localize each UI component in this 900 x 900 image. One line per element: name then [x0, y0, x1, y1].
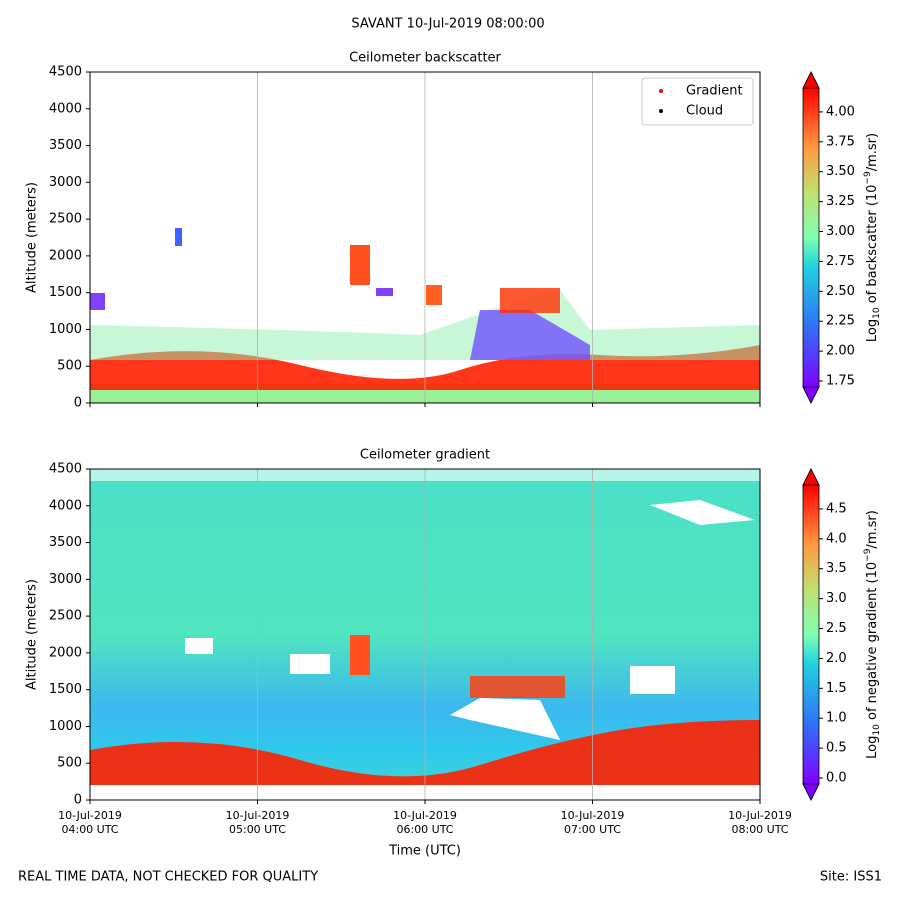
colorbar-label-part: of backscatter (10 — [865, 185, 880, 308]
y-tick-label: 0 — [74, 793, 82, 808]
x-tick-label: 10-Jul-2019 07:00 UTC — [561, 809, 625, 836]
colorbar-tick-label: 3.5 — [826, 561, 847, 576]
colorbar-label: Log10 of backscatter (10−9/m.sr) — [863, 133, 882, 342]
legend-box — [641, 77, 754, 126]
suptitle: SAVANT 10-Jul-2019 08:00:00 — [351, 17, 544, 32]
colorbar-frame — [802, 468, 820, 801]
colorbar — [803, 88, 819, 387]
colorbar-tick-label: 3.25 — [826, 194, 855, 209]
y-tick-label: 2500 — [49, 609, 82, 624]
colorbar — [803, 485, 819, 784]
plot-frame — [89, 468, 761, 801]
colorbar-tick-label: 2.0 — [826, 651, 847, 666]
colorbar-tick-label: 0.5 — [826, 741, 847, 756]
y-tick-label: 4000 — [49, 101, 82, 116]
colorbar-tick-label: 2.00 — [826, 344, 855, 359]
y-axis-label: Altitude (meters) — [25, 182, 40, 293]
legend-label: Cloud — [686, 104, 723, 119]
colorbar-tick-label: 3.00 — [826, 224, 855, 239]
colorbar-label-part: Log — [865, 736, 880, 759]
y-tick-label: 1000 — [49, 322, 82, 337]
x-tick-label: 10-Jul-2019 04:00 UTC — [58, 809, 122, 836]
x-axis-label: Time (UTC) — [388, 844, 461, 859]
colorbar-tick-label: 2.5 — [826, 621, 847, 636]
y-tick-label: 1500 — [49, 682, 82, 697]
footer-note: REAL TIME DATA, NOT CHECKED FOR QUALITY — [18, 870, 318, 885]
colorbar-tick-label: 2.50 — [826, 284, 855, 299]
y-tick-label: 4500 — [49, 65, 82, 80]
colorbar-label: Log10 of negative gradient (10−9/m.sr) — [863, 510, 882, 759]
colorbar-tick-label: 4.00 — [826, 104, 855, 119]
axes-title: Ceilometer backscatter — [349, 51, 501, 66]
y-tick-label: 4500 — [49, 462, 82, 477]
colorbar-tick-label: 3.50 — [826, 164, 855, 179]
colorbar-tick-label: 4.5 — [826, 501, 847, 516]
colorbar-label-part: Log — [865, 319, 880, 342]
legend-marker — [659, 109, 663, 113]
y-tick-label: 500 — [57, 359, 82, 374]
colorbar-label-part: −9 — [863, 171, 873, 185]
colorbar-label-part: of negative gradient (10 — [865, 562, 880, 724]
colorbar-tick-label: 1.5 — [826, 681, 847, 696]
colorbar-frame — [802, 71, 820, 404]
y-tick-label: 3500 — [49, 138, 82, 153]
legend-label: Gradient — [686, 84, 743, 99]
colorbar-label-part: −9 — [863, 548, 873, 562]
plot-frame — [89, 71, 761, 404]
y-tick-label: 1000 — [49, 719, 82, 734]
y-tick-label: 3500 — [49, 535, 82, 550]
y-tick-label: 3000 — [49, 175, 82, 190]
colorbar-tick-label: 0.0 — [826, 771, 847, 786]
colorbar-tick-label: 1.75 — [826, 374, 855, 389]
legend-marker — [659, 89, 663, 93]
y-axis-label: Altitude (meters) — [25, 579, 40, 690]
y-tick-label: 2000 — [49, 645, 82, 660]
site-label: Site: ISS1 — [820, 870, 882, 885]
x-tick-label: 10-Jul-2019 08:00 UTC — [728, 809, 792, 836]
colorbar-tick-label: 4.0 — [826, 531, 847, 546]
x-tick-label: 10-Jul-2019 05:00 UTC — [226, 809, 290, 836]
colorbar-tick-label: 2.25 — [826, 314, 855, 329]
y-tick-label: 500 — [57, 756, 82, 771]
colorbar-tick-label: 1.0 — [826, 711, 847, 726]
x-tick-label: 10-Jul-2019 06:00 UTC — [393, 809, 457, 836]
y-tick-label: 3000 — [49, 572, 82, 587]
colorbar-label-part: /m.sr) — [865, 133, 880, 171]
y-tick-label: 2500 — [49, 212, 82, 227]
y-tick-label: 0 — [74, 396, 82, 411]
colorbar-tick-label: 3.0 — [826, 591, 847, 606]
axes-title: Ceilometer gradient — [360, 448, 490, 463]
y-tick-label: 4000 — [49, 498, 82, 513]
colorbar-label-part: /m.sr) — [865, 510, 880, 548]
y-tick-label: 1500 — [49, 285, 82, 300]
colorbar-label-part: 10 — [872, 724, 882, 736]
colorbar-label-part: 10 — [872, 307, 882, 319]
colorbar-tick-label: 2.75 — [826, 254, 855, 269]
y-tick-label: 2000 — [49, 248, 82, 263]
colorbar-tick-label: 3.75 — [826, 134, 855, 149]
